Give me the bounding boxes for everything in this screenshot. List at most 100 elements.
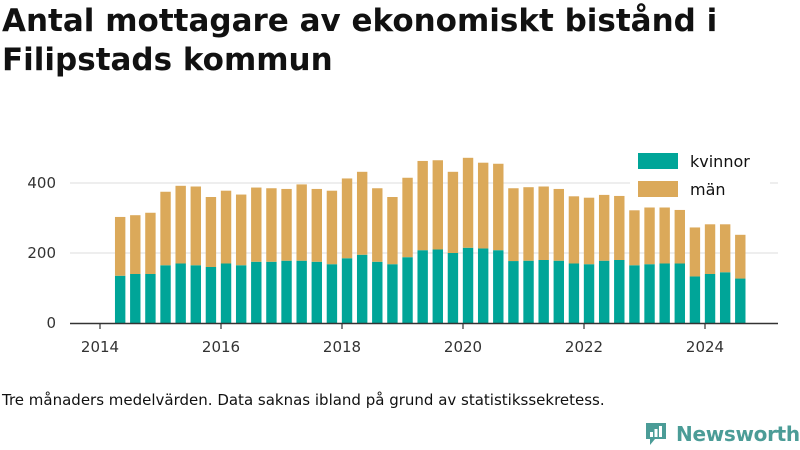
bar-kvinnor: [266, 261, 277, 323]
bar-kvinnor: [735, 278, 746, 323]
bar-män: [508, 188, 519, 262]
bar-män: [372, 188, 383, 262]
bar-kvinnor: [689, 276, 701, 323]
bar-kvinnor: [614, 260, 625, 323]
bar-män: [674, 209, 685, 264]
legend-label-kvinnor: kvinnor: [690, 152, 750, 171]
bar-män: [402, 177, 413, 258]
bar-kvinnor: [175, 263, 186, 323]
bar-män: [523, 187, 534, 261]
bar-män: [145, 212, 156, 274]
bar-män: [583, 197, 595, 265]
bar-kvinnor: [553, 260, 564, 323]
bar-kvinnor: [281, 260, 292, 323]
bar-män: [205, 197, 217, 267]
newsworthy-logo-icon: [646, 423, 666, 445]
bar-kvinnor: [341, 258, 353, 323]
bar-män: [432, 160, 443, 250]
bar-kvinnor: [719, 272, 731, 323]
bar-kvinnor: [508, 261, 519, 323]
bar-män: [235, 194, 247, 266]
x-tick-label: 2020: [444, 338, 482, 356]
y-tick-label: 200: [27, 244, 56, 262]
x-tick-label: 2014: [81, 338, 119, 356]
bar-kvinnor: [568, 263, 580, 323]
legend-label-män: män: [690, 180, 726, 199]
bar-kvinnor: [205, 267, 217, 323]
bar-kvinnor: [417, 250, 428, 323]
bar-män: [417, 160, 428, 251]
bar-män: [160, 191, 171, 266]
bar-män: [175, 185, 186, 264]
bar-kvinnor: [477, 248, 489, 323]
bar-män: [614, 195, 625, 260]
bar-kvinnor: [251, 261, 262, 323]
bar-män: [190, 186, 201, 266]
bar-kvinnor: [704, 274, 716, 323]
bar-kvinnor: [583, 264, 595, 323]
bar-män: [659, 207, 670, 264]
bar-kvinnor: [160, 265, 171, 323]
newsworthy-brand[interactable]: Newsworthy: [644, 420, 800, 448]
bar-män: [220, 190, 232, 264]
bar-kvinnor: [447, 253, 459, 323]
bar-män: [356, 171, 368, 255]
bar-kvinnor: [598, 260, 610, 323]
bar-män: [704, 224, 716, 274]
bar-kvinnor: [523, 260, 534, 323]
brand-name: Newsworthy: [676, 422, 800, 446]
x-tick-label: 2016: [202, 338, 240, 356]
chart-caption: Tre månaders medelvärden. Data saknas ib…: [2, 391, 605, 409]
bar-kvinnor: [114, 275, 126, 323]
bar-kvinnor: [644, 264, 655, 323]
bar-kvinnor: [372, 261, 383, 323]
x-tick-label: 2018: [323, 338, 361, 356]
bar-kvinnor: [659, 263, 670, 323]
bar-män: [629, 210, 640, 266]
bar-kvinnor: [356, 254, 368, 323]
bar-män: [281, 188, 292, 261]
bar-män: [447, 171, 459, 253]
bar-män: [598, 194, 610, 261]
bar-kvinnor: [190, 265, 201, 323]
bar-män: [735, 234, 746, 279]
bar-män: [568, 196, 580, 264]
bar-män: [689, 227, 701, 277]
bar-män: [311, 188, 322, 262]
chart-title: Antal mottagare av ekonomiskt bistånd i …: [2, 3, 718, 78]
bar-män: [553, 188, 564, 261]
bar-män: [114, 216, 126, 276]
bar-män: [251, 187, 262, 262]
x-tick-label: 2022: [565, 338, 603, 356]
bar-män: [341, 178, 353, 259]
bar-kvinnor: [538, 260, 549, 323]
bar-kvinnor: [674, 263, 685, 323]
bar-kvinnor: [145, 274, 156, 323]
bars: [114, 157, 746, 323]
bar-män: [644, 207, 655, 265]
legend-swatch-män: [638, 181, 678, 197]
bar-män: [538, 186, 549, 260]
y-tick-label: 0: [46, 314, 56, 332]
bar-kvinnor: [235, 265, 247, 323]
bar-kvinnor: [326, 264, 338, 323]
bar-kvinnor: [311, 261, 322, 323]
bar-kvinnor: [402, 257, 413, 323]
bar-män: [477, 162, 489, 249]
legend-swatch-kvinnor: [638, 153, 678, 169]
bar-kvinnor: [387, 264, 398, 323]
bar-män: [130, 215, 141, 274]
bar-kvinnor: [220, 263, 232, 323]
bar-kvinnor: [130, 274, 141, 323]
bar-kvinnor: [493, 250, 504, 323]
bar-män: [462, 157, 474, 248]
bar-män: [266, 188, 277, 262]
legend: kvinnor män: [630, 150, 770, 202]
bar-kvinnor: [296, 260, 307, 323]
bar-män: [493, 163, 504, 251]
x-tick-label: 2024: [686, 338, 724, 356]
y-tick-label: 400: [27, 174, 56, 192]
bar-män: [296, 184, 307, 261]
bar-kvinnor: [629, 265, 640, 323]
